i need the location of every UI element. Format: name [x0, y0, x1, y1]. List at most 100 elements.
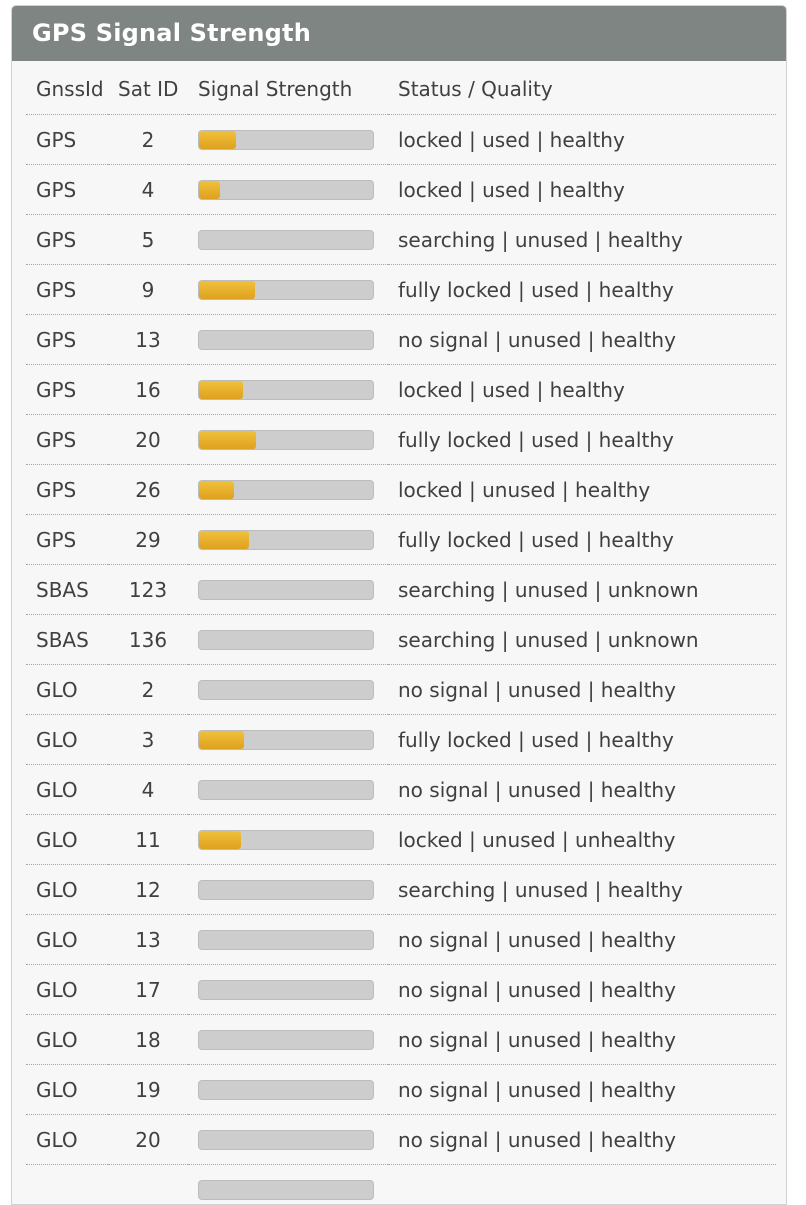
signal-strength-cell: [188, 565, 388, 615]
signal-strength-fill: [199, 281, 255, 299]
status-quality-cell: fully locked | used | healthy: [388, 265, 776, 315]
signal-strength-cell: [188, 515, 388, 565]
sat-id-cell: 18: [108, 1015, 188, 1065]
signal-strength-cell: [188, 615, 388, 665]
signal-strength-bar: [198, 480, 374, 500]
gnss-id-cell: GLO: [26, 1015, 108, 1065]
gnss-id-cell: GPS: [26, 265, 108, 315]
status-quality-cell: searching | unused | unknown: [388, 615, 776, 665]
gnss-id-cell: GPS: [26, 515, 108, 565]
status-quality-cell: searching | unused | healthy: [388, 865, 776, 915]
signal-strength-bar: [198, 330, 374, 350]
status-quality-cell: [388, 1165, 776, 1205]
status-quality-cell: no signal | unused | healthy: [388, 915, 776, 965]
gnss-id-cell: GLO: [26, 965, 108, 1015]
gnss-id-cell: GPS: [26, 315, 108, 365]
sat-id-cell: [108, 1165, 188, 1205]
sat-id-cell: 13: [108, 915, 188, 965]
signal-strength-bar: [198, 830, 374, 850]
signal-strength-cell: [188, 165, 388, 215]
gnss-id-cell: GPS: [26, 415, 108, 465]
table-header-row: GnssId Sat ID Signal Strength Status / Q…: [26, 64, 776, 115]
gnss-id-cell: GPS: [26, 365, 108, 415]
sat-id-cell: 136: [108, 615, 188, 665]
signal-strength-bar: [198, 580, 374, 600]
gnss-id-cell: GLO: [26, 1115, 108, 1165]
gnss-id-cell: GLO: [26, 915, 108, 965]
column-header-signal-strength: Signal Strength: [188, 64, 388, 115]
signal-strength-bar: [198, 130, 374, 150]
signal-strength-fill: [199, 831, 241, 849]
status-quality-cell: no signal | unused | healthy: [388, 1115, 776, 1165]
column-header-status: Status / Quality: [388, 64, 776, 115]
signal-strength-fill: [199, 431, 256, 449]
sat-id-cell: 5: [108, 215, 188, 265]
signal-strength-cell: [188, 1115, 388, 1165]
sat-id-cell: 4: [108, 165, 188, 215]
sat-id-cell: 13: [108, 315, 188, 365]
signal-strength-fill: [199, 381, 243, 399]
signal-strength-bar: [198, 980, 374, 1000]
signal-strength-fill: [199, 481, 234, 499]
status-quality-cell: locked | unused | unhealthy: [388, 815, 776, 865]
signal-strength-cell: [188, 915, 388, 965]
signal-strength-bar: [198, 180, 374, 200]
signal-strength-cell: [188, 715, 388, 765]
signal-strength-cell: [188, 215, 388, 265]
signal-strength-bar: [198, 1130, 374, 1150]
gnss-id-cell: GPS: [26, 465, 108, 515]
signal-strength-bar: [198, 880, 374, 900]
signal-strength-bar: [198, 680, 374, 700]
sat-id-cell: 26: [108, 465, 188, 515]
gnss-id-cell: GLO: [26, 715, 108, 765]
signal-strength-cell: [188, 115, 388, 165]
status-quality-cell: fully locked | used | healthy: [388, 415, 776, 465]
gnss-id-cell: GLO: [26, 665, 108, 715]
gnss-id-cell: [26, 1165, 108, 1205]
sat-id-cell: 2: [108, 115, 188, 165]
sat-id-cell: 123: [108, 565, 188, 615]
signal-strength-bar: [198, 280, 374, 300]
status-quality-cell: locked | used | healthy: [388, 365, 776, 415]
panel-title: GPS Signal Strength: [12, 6, 786, 61]
signal-strength-cell: [188, 765, 388, 815]
sat-id-cell: 20: [108, 415, 188, 465]
signal-strength-fill: [199, 131, 236, 149]
sat-id-cell: 20: [108, 1115, 188, 1165]
status-quality-cell: locked | used | healthy: [388, 165, 776, 215]
gnss-id-cell: GPS: [26, 215, 108, 265]
gnss-id-cell: GLO: [26, 1065, 108, 1115]
status-quality-cell: fully locked | used | healthy: [388, 715, 776, 765]
sat-id-cell: 12: [108, 865, 188, 915]
signal-strength-bar: [198, 430, 374, 450]
signal-strength-cell: [188, 365, 388, 415]
status-quality-cell: no signal | unused | healthy: [388, 1065, 776, 1115]
status-quality-cell: no signal | unused | healthy: [388, 665, 776, 715]
status-quality-cell: no signal | unused | healthy: [388, 965, 776, 1015]
signal-strength-bar: [198, 530, 374, 550]
status-quality-cell: fully locked | used | healthy: [388, 515, 776, 565]
signal-strength-cell: [188, 1065, 388, 1115]
status-quality-cell: locked | used | healthy: [388, 115, 776, 165]
signal-strength-cell: [188, 965, 388, 1015]
signal-strength-cell: [188, 665, 388, 715]
sat-id-cell: 3: [108, 715, 188, 765]
signal-strength-bar: [198, 1080, 374, 1100]
signal-strength-bar: [198, 730, 374, 750]
signal-strength-cell: [188, 415, 388, 465]
